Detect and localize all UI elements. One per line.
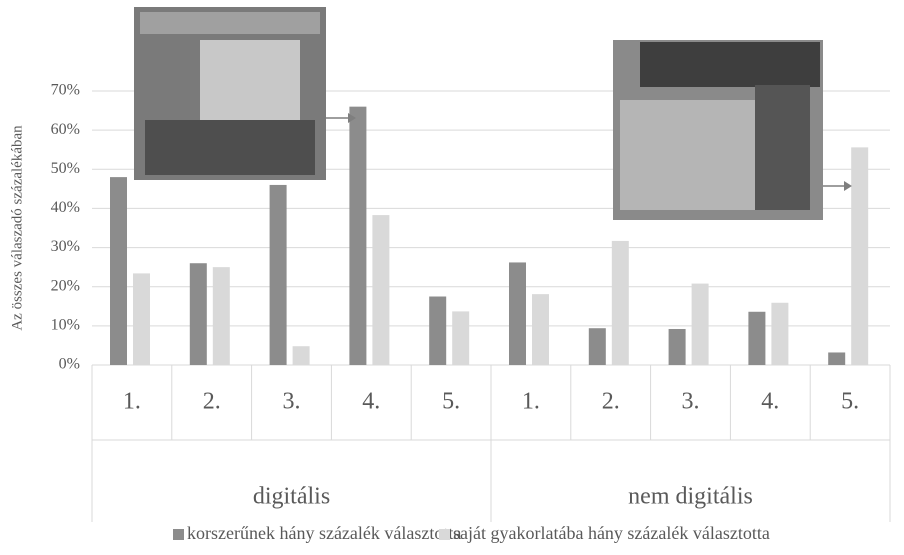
x-tick-label: 4. [761,389,779,415]
x-tick-label: 3. [283,389,301,415]
bar [532,294,549,365]
bar [452,311,470,365]
bar [269,184,287,365]
group-label: nem digitális [628,484,753,510]
bar [212,267,230,365]
y-tick-label: 50% [51,160,80,177]
bar [133,273,150,365]
bar [349,106,367,366]
photo-classroom-digital [134,7,356,180]
bar [748,311,766,365]
legend-label: saját gyakorlatába hány százalék választ… [453,523,770,543]
x-tick-label: 2. [203,389,221,415]
bar [691,283,709,365]
bar [110,177,127,365]
bar [611,240,629,365]
legend-label: korszerűnek hány százalék választotta [187,523,461,543]
x-tick-label: 3. [682,389,700,415]
group-label: digitális [253,484,330,510]
x-tick-label: 2. [602,389,620,415]
x-tick-label: 1. [522,389,540,415]
x-tick-label: 4. [362,389,380,415]
x-tick-label: 5. [841,389,859,415]
bar [588,328,606,365]
y-axis-title: Az összes válaszadó százalékában [9,125,25,331]
x-tick-label: 5. [442,389,460,415]
legend: korszerűnek hány százalék választottasaj… [173,523,770,543]
y-tick-label: 30% [51,238,80,255]
legend-swatch [439,529,450,540]
y-tick-label: 70% [51,82,80,99]
bar [851,147,869,365]
bar [372,215,390,365]
bar [509,262,526,365]
bar [771,302,789,365]
bar [292,346,310,365]
y-tick-label: 60% [51,121,80,138]
y-tick-label: 10% [51,317,80,334]
bar [189,263,207,365]
x-tick-label: 1. [123,389,141,415]
plot-area: 0% 10% 20% 30% 40% 50% 60% 70% digitális nem digi… [51,82,891,522]
photo-classroom-traditional [613,40,852,220]
legend-swatch [173,529,184,540]
bar [429,296,447,365]
y-tick-label: 40% [51,199,80,216]
bar [828,352,846,365]
y-tick-label: 0% [59,356,80,373]
bar [668,328,686,365]
y-tick-label: 20% [51,277,80,294]
